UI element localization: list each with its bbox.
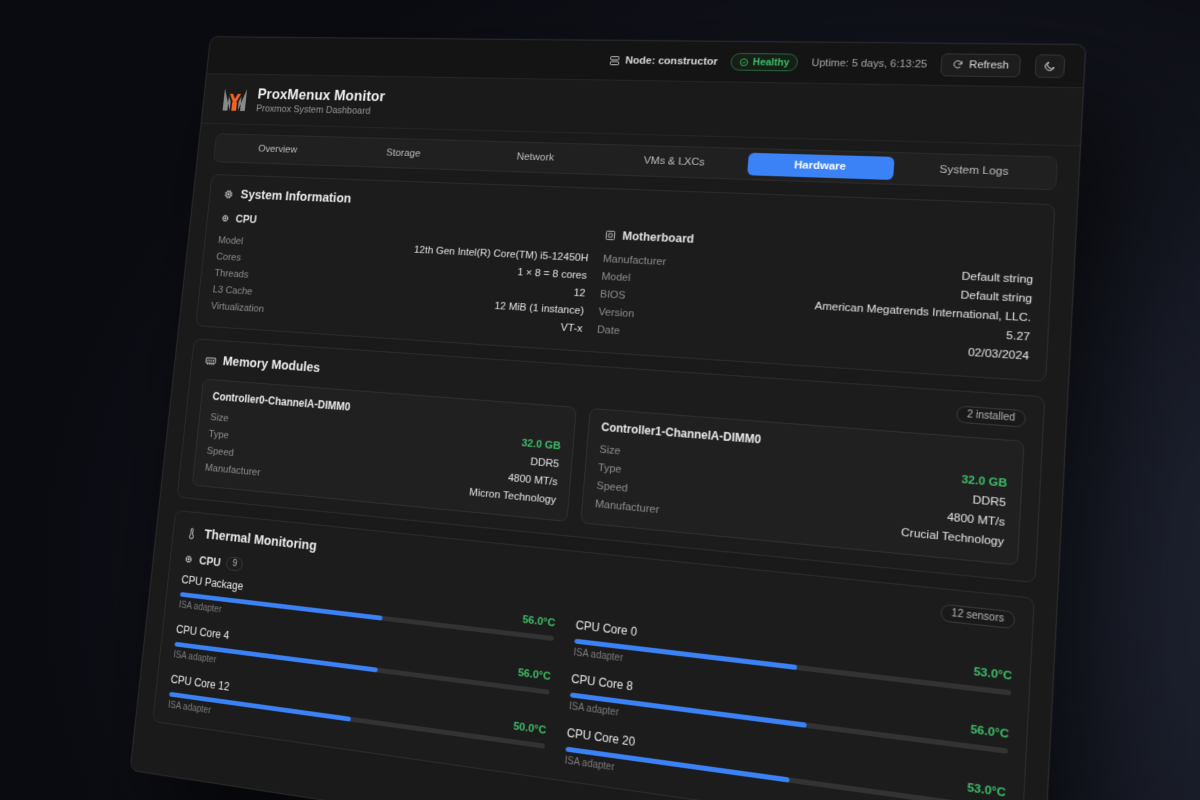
row-key: BIOS: [599, 288, 626, 302]
status-badge: Healthy: [730, 52, 799, 72]
sensor-name: CPU Core 20: [566, 725, 636, 749]
page-subtitle: Proxmox System Dashboard: [255, 103, 371, 117]
sensor-temperature: 50.0°C: [512, 720, 547, 737]
refresh-icon: [952, 59, 964, 70]
sensor-temperature: 53.0°C: [973, 665, 1013, 683]
row-value: DDR5: [972, 493, 1007, 509]
row-value: Micron Technology: [468, 486, 557, 506]
refresh-button[interactable]: Refresh: [940, 52, 1022, 77]
row-value: 32.0 GB: [521, 437, 562, 452]
row-value: VT-x: [560, 321, 583, 335]
row-value: 12: [573, 287, 586, 299]
theme-toggle-button[interactable]: [1034, 53, 1066, 78]
sensor-temperature: 56.0°C: [517, 667, 552, 683]
sensor-temperature: 56.0°C: [521, 614, 556, 630]
row-key: Date: [596, 323, 621, 337]
cpu-section-title: CPU: [234, 212, 258, 226]
row-key: Manufacturer: [204, 462, 261, 478]
row-key: Model: [217, 234, 244, 247]
row-value: 1 × 8 = 8 cores: [517, 266, 588, 282]
row-key: Size: [599, 443, 621, 457]
row-value: DDR5: [529, 455, 560, 470]
row-key: Manufacturer: [602, 253, 667, 268]
tab-system-logs[interactable]: System Logs: [939, 164, 1009, 178]
memory-module-tile: Controller0-ChannelA-DIMM0 Size 32.0 GB …: [191, 378, 577, 522]
row-value: 02/03/2024: [967, 346, 1030, 363]
row-value: Default string: [961, 270, 1034, 286]
node-label: Node: constructor: [624, 54, 719, 68]
sensor-name: CPU Core 12: [170, 672, 231, 694]
moon-icon: [1043, 60, 1056, 72]
thermal-monitoring-title: Thermal Monitoring: [203, 526, 318, 554]
row-key: Model: [601, 270, 631, 284]
row-key: Virtualization: [210, 300, 265, 315]
server-icon: [609, 55, 621, 66]
row-key: Version: [598, 306, 635, 320]
tab-content-hardware: System Information CPU: [134, 162, 1077, 800]
dashboard-window: Node: constructor Healthy Uptime: 5 days…: [129, 36, 1087, 800]
motherboard-icon: [604, 230, 616, 242]
node-indicator: Node: constructor: [609, 54, 719, 68]
status-badge-label: Healthy: [752, 56, 790, 69]
refresh-label: Refresh: [968, 58, 1010, 71]
cpu-chip-icon: [183, 553, 194, 565]
row-key: Size: [209, 411, 230, 424]
proxmenux-m-logo-icon: [220, 85, 250, 114]
system-information-grid: CPU Model 12th Gen Intel(R) Core(TM) i5-…: [210, 212, 1035, 366]
tab-hardware[interactable]: Hardware: [747, 152, 895, 180]
sensor-temperature: 56.0°C: [970, 723, 1010, 742]
tab-vms-lxcs[interactable]: VMs & LXCs: [643, 155, 706, 169]
memory-modules-title: Memory Modules: [222, 354, 321, 376]
thermal-group-count: 9: [225, 556, 244, 572]
row-value: 5.27: [1005, 329, 1031, 343]
row-key: L3 Cache: [212, 284, 253, 297]
shield-check-icon: [739, 57, 749, 66]
tab-storage[interactable]: Storage: [385, 147, 421, 160]
sensor-name: CPU Core 0: [575, 618, 638, 639]
motherboard-section-title: Motherboard: [621, 229, 695, 246]
memory-module-tile: Controller1-ChannelA-DIMM0 Size 32.0 GB …: [580, 407, 1025, 566]
row-key: Speed: [596, 479, 629, 495]
thermal-sensors-badge: 12 sensors: [940, 603, 1016, 630]
row-value: 4800 MT/s: [507, 471, 559, 488]
thermometer-icon: [186, 526, 199, 540]
row-key: Speed: [206, 445, 235, 459]
row-value: Default string: [960, 289, 1033, 305]
row-value: 32.0 GB: [961, 473, 1008, 490]
row-key: Manufacturer: [594, 498, 660, 516]
row-key: Threads: [214, 267, 249, 280]
sensor-name: CPU Package: [180, 573, 244, 593]
uptime-label: Uptime: 5 days, 6:13:25: [811, 57, 928, 70]
row-key: Cores: [215, 251, 242, 263]
system-information-title: System Information: [239, 187, 352, 207]
cpu-chip-icon: [222, 188, 234, 200]
sensor-temperature: 53.0°C: [966, 781, 1007, 800]
tab-overview[interactable]: Overview: [257, 143, 298, 156]
motherboard-section: Motherboard Manufacturer Default string …: [596, 229, 1035, 366]
memory-installed-badge: 2 installed: [956, 405, 1027, 428]
tab-network[interactable]: Network: [516, 151, 555, 164]
sensor-name: CPU Core 8: [570, 671, 634, 694]
thermal-group-title: CPU: [198, 553, 222, 569]
app-title-block: ProxMenux Monitor Proxmox System Dashboa…: [256, 87, 386, 117]
cpu-section: CPU Model 12th Gen Intel(R) Core(TM) i5-…: [210, 212, 591, 337]
page-title: ProxMenux Monitor: [256, 86, 386, 105]
sensor-name: CPU Core 4: [175, 622, 230, 643]
cpu-chip-icon: [220, 213, 231, 224]
memory-icon: [205, 354, 218, 367]
row-key: Type: [208, 428, 230, 441]
row-value: 4800 MT/s: [946, 510, 1006, 529]
row-value: 12 MiB (1 instance): [494, 300, 585, 317]
row-key: Type: [597, 461, 622, 476]
